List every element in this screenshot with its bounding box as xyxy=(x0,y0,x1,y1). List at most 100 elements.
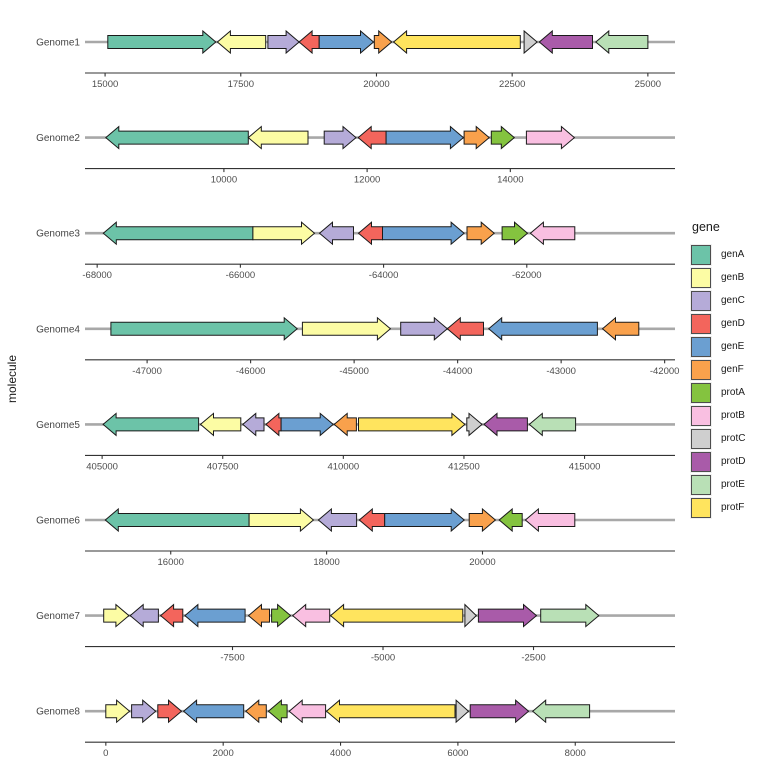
legend-item-protD: protD xyxy=(690,450,745,473)
genome-label: Genome6 xyxy=(36,516,80,527)
legend-key-protA xyxy=(690,381,712,404)
gene-arrow-protB xyxy=(291,603,331,628)
axis-tick-label: 20000 xyxy=(469,557,495,568)
legend-label-genB: genB xyxy=(721,272,745,283)
gene-arrow-protF xyxy=(358,412,466,437)
gene-arrow-genD xyxy=(357,221,383,246)
gene-arrow-genE xyxy=(382,221,465,246)
gene-arrow-genD xyxy=(357,125,387,150)
gene-arrow-genB xyxy=(105,699,131,724)
gene-arrow-genC xyxy=(323,125,357,150)
legend-label-protE: protE xyxy=(721,479,745,490)
gene-arrow-protB xyxy=(524,507,576,533)
gene-arrow-protC xyxy=(464,603,478,628)
legend-swatch-genC xyxy=(691,290,711,311)
axis-tick-label: 18000 xyxy=(313,557,339,568)
gene-arrow-genE xyxy=(487,316,598,341)
axis-tick-label: 412500 xyxy=(448,461,480,472)
legend-item-protB: protB xyxy=(690,404,745,427)
legend-label-protA: protA xyxy=(721,387,745,398)
legend-key-genC xyxy=(690,289,712,312)
gene-arrow-genC xyxy=(267,29,300,55)
legend-item-protE: protE xyxy=(690,473,745,496)
legend-items: genA genB genC genD genE genF protA protB protC p… xyxy=(690,243,745,519)
legend-swatch-genA xyxy=(691,244,711,265)
genome-label: Genome1 xyxy=(36,38,80,49)
gene-arrow-genB xyxy=(216,29,267,55)
gene-arrow-genB xyxy=(103,603,130,628)
legend-label-protB: protB xyxy=(721,410,745,421)
legend-item-genD: genD xyxy=(690,312,745,335)
legend-swatch-protA xyxy=(691,382,711,403)
axis-tick-label: 12000 xyxy=(354,175,380,186)
gene-arrow-protD xyxy=(538,29,593,55)
gene-arrow-protE xyxy=(595,29,649,55)
gene-arrow-genF xyxy=(247,603,270,628)
gene-arrow-genE xyxy=(182,699,245,724)
gene-arrow-genB xyxy=(252,221,316,246)
legend-key-protD xyxy=(690,450,712,473)
gene-arrow-protF xyxy=(392,29,521,55)
gene-arrow-protF xyxy=(329,603,464,628)
gene-arrow-protC xyxy=(466,412,483,437)
legend-swatch-protF xyxy=(691,497,711,518)
gene-arrow-genF xyxy=(468,507,497,533)
axis-tick-label: 0 xyxy=(103,748,108,759)
gene-arrow-protC xyxy=(523,29,538,55)
legend: gene genA genB genC genD genE genF protA protB p… xyxy=(690,220,745,519)
legend-swatch-protC xyxy=(691,428,711,449)
gene-arrow-genD xyxy=(157,699,183,724)
legend-item-genC: genC xyxy=(690,289,745,312)
gene-arrow-protF xyxy=(325,699,456,724)
gene-arrow-genD xyxy=(446,316,484,341)
axis-tick-label: -44000 xyxy=(443,366,473,377)
genome-row-Genome6: Genome6 16000 18000 20000 xyxy=(36,507,675,568)
gene-arrow-genC xyxy=(131,699,157,724)
gene-arrow-genE xyxy=(184,603,246,628)
gene-arrow-protD xyxy=(477,603,538,628)
legend-swatch-protB xyxy=(691,405,711,426)
gene-arrow-protA xyxy=(267,699,288,724)
axis-tick-label: -66000 xyxy=(226,270,256,281)
legend-swatch-genB xyxy=(691,267,711,288)
gene-arrow-genB xyxy=(301,316,392,341)
gene-arrow-genC xyxy=(242,412,265,437)
legend-swatch-genF xyxy=(691,359,711,380)
gene-arrow-genE xyxy=(385,125,465,150)
gene-arrow-protE xyxy=(531,699,591,724)
legend-key-genF xyxy=(690,358,712,381)
axis-tick-label: 415000 xyxy=(569,461,601,472)
legend-key-protE xyxy=(690,473,712,496)
legend-key-genA xyxy=(690,243,712,266)
gene-arrow-genD xyxy=(298,29,320,55)
genome-row-Genome3: Genome3 -68000 -66000 -64000 -62000 xyxy=(36,221,675,281)
axis-tick-label: -46000 xyxy=(236,366,266,377)
genome-label: Genome3 xyxy=(36,229,80,240)
legend-swatch-protE xyxy=(691,474,711,495)
legend-label-genA: genA xyxy=(721,249,745,260)
axis-tick-label: 6000 xyxy=(447,748,468,759)
axis-tick-label: 2000 xyxy=(213,748,234,759)
genome-label: Genome2 xyxy=(36,133,80,144)
legend-key-genD xyxy=(690,312,712,335)
legend-label-genD: genD xyxy=(721,318,745,329)
axis-tick-label: 15000 xyxy=(92,79,118,90)
gene-arrow-genC xyxy=(129,603,159,628)
legend-key-genE xyxy=(690,335,712,358)
axis-tick-label: 8000 xyxy=(565,748,586,759)
gene-arrow-genA xyxy=(104,507,250,533)
gene-arrow-protB xyxy=(525,125,576,150)
axis-tick-label: 410000 xyxy=(327,461,359,472)
genome-row-Genome4: Genome4 -47000 -46000 -45000 -44000 -43000 -42… xyxy=(36,316,679,377)
gene-arrow-protA xyxy=(498,507,523,533)
axis-tick-label: 20000 xyxy=(363,79,389,90)
gene-arrow-genA xyxy=(107,29,217,55)
axis-tick-label: 16000 xyxy=(158,557,184,568)
legend-item-protC: protC xyxy=(690,427,745,450)
axis-tick-label: -7500 xyxy=(220,653,244,664)
axis-tick-label: 17500 xyxy=(228,79,254,90)
gene-arrow-genB xyxy=(247,125,309,150)
legend-label-protD: protD xyxy=(721,456,746,467)
